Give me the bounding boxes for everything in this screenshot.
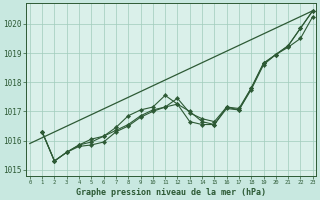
- X-axis label: Graphe pression niveau de la mer (hPa): Graphe pression niveau de la mer (hPa): [76, 188, 266, 197]
